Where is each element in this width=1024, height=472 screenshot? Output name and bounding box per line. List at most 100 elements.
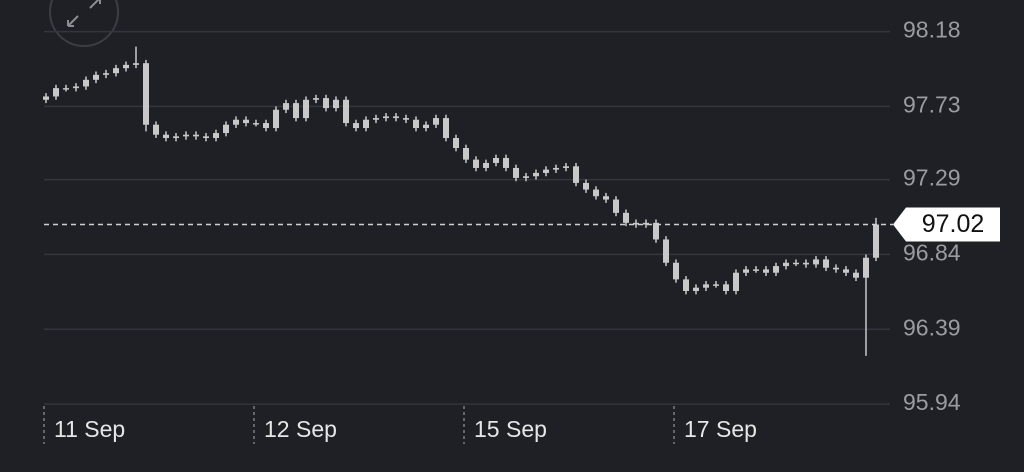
candle-body bbox=[43, 96, 49, 100]
candle-body bbox=[863, 257, 869, 278]
candle-body bbox=[573, 166, 579, 183]
candle-body bbox=[403, 118, 409, 120]
candle-body bbox=[283, 103, 289, 110]
candle-body bbox=[173, 136, 179, 139]
candle-body bbox=[483, 162, 489, 168]
candle-body bbox=[773, 266, 779, 273]
candle-body bbox=[523, 176, 529, 178]
candle-body bbox=[103, 73, 109, 75]
candle-body bbox=[553, 167, 559, 170]
candle-body bbox=[453, 138, 459, 148]
candle-body bbox=[853, 272, 859, 278]
candle-body bbox=[663, 239, 669, 263]
candle-body bbox=[373, 118, 379, 120]
candle-body bbox=[703, 284, 709, 288]
candle-body bbox=[383, 116, 389, 119]
candle-body bbox=[813, 259, 819, 265]
candle-body bbox=[233, 119, 239, 125]
candle-body bbox=[393, 116, 399, 119]
candle-body bbox=[503, 157, 509, 168]
last-price-label: 97.02 bbox=[922, 210, 985, 238]
candle-body bbox=[153, 124, 159, 135]
candle-body bbox=[533, 172, 539, 177]
candle-body bbox=[843, 269, 849, 273]
x-tick-label: 12 Sep bbox=[264, 416, 337, 442]
y-tick-label: 96.84 bbox=[903, 240, 961, 266]
candle-body bbox=[183, 134, 189, 137]
candle-body bbox=[443, 118, 449, 139]
candle-body bbox=[413, 119, 419, 129]
candle-body bbox=[133, 63, 139, 65]
candle-body bbox=[293, 103, 299, 119]
x-tick-label: 11 Sep bbox=[54, 416, 125, 442]
candle-body bbox=[743, 269, 749, 273]
y-tick-label: 97.29 bbox=[903, 165, 961, 191]
candle-body bbox=[423, 124, 429, 129]
candle-body bbox=[243, 119, 249, 124]
candle-body bbox=[463, 148, 469, 160]
candle-body bbox=[543, 169, 549, 173]
candle-body bbox=[123, 64, 129, 69]
candle-body bbox=[723, 284, 729, 292]
candle-body bbox=[513, 167, 519, 178]
expand-circle bbox=[49, 0, 119, 47]
candle-body bbox=[643, 222, 649, 225]
candle-body bbox=[223, 124, 229, 134]
candle-body bbox=[633, 222, 639, 225]
y-tick-label: 97.73 bbox=[903, 92, 961, 118]
candle-body bbox=[213, 133, 219, 139]
y-tick-label: 95.94 bbox=[903, 389, 961, 415]
candle-body bbox=[583, 182, 589, 190]
candle-body bbox=[593, 189, 599, 197]
candle-body bbox=[73, 86, 79, 89]
candle-body bbox=[323, 98, 329, 109]
candle-body bbox=[493, 157, 499, 163]
candle-body bbox=[253, 123, 259, 125]
candle-body bbox=[313, 98, 319, 100]
candle-body bbox=[433, 118, 439, 125]
candle-body bbox=[823, 259, 829, 268]
candle-body bbox=[603, 196, 609, 200]
expand-icon bbox=[67, 0, 101, 27]
last-price-tag bbox=[893, 207, 1000, 242]
candle-body bbox=[333, 99, 339, 109]
candle-body bbox=[673, 262, 679, 280]
candle-body bbox=[563, 166, 569, 168]
candle-body bbox=[273, 109, 279, 129]
candle-body bbox=[63, 88, 69, 90]
candle-body bbox=[363, 119, 369, 129]
candle-body bbox=[653, 222, 659, 240]
candle-body bbox=[873, 224, 879, 258]
candle-body bbox=[303, 99, 309, 119]
candle-body bbox=[613, 199, 619, 213]
candle-body bbox=[713, 284, 719, 286]
candle-body bbox=[93, 74, 99, 80]
candle-body bbox=[783, 262, 789, 267]
candle-body bbox=[693, 287, 699, 292]
candle-body bbox=[343, 99, 349, 124]
candle-body bbox=[623, 212, 629, 223]
expand-button[interactable] bbox=[49, 0, 119, 47]
candle-body bbox=[203, 136, 209, 139]
y-tick-label: 96.39 bbox=[903, 314, 961, 340]
candle-body bbox=[753, 269, 759, 271]
candle-body bbox=[733, 272, 739, 292]
candle-body bbox=[793, 262, 799, 265]
candle-body bbox=[83, 79, 89, 87]
candle-body bbox=[683, 279, 689, 292]
candle-body bbox=[113, 68, 119, 74]
x-tick-label: 17 Sep bbox=[684, 416, 757, 442]
candle-body bbox=[803, 262, 809, 265]
candle-body bbox=[473, 159, 479, 168]
candle-body bbox=[143, 63, 149, 125]
y-tick-label: 98.18 bbox=[903, 17, 961, 43]
candle-body bbox=[163, 134, 169, 139]
candle-body bbox=[53, 88, 59, 97]
candle-body bbox=[193, 134, 199, 137]
candle-body bbox=[353, 123, 359, 129]
x-tick-label: 15 Sep bbox=[474, 416, 547, 442]
candle-body bbox=[833, 267, 839, 270]
